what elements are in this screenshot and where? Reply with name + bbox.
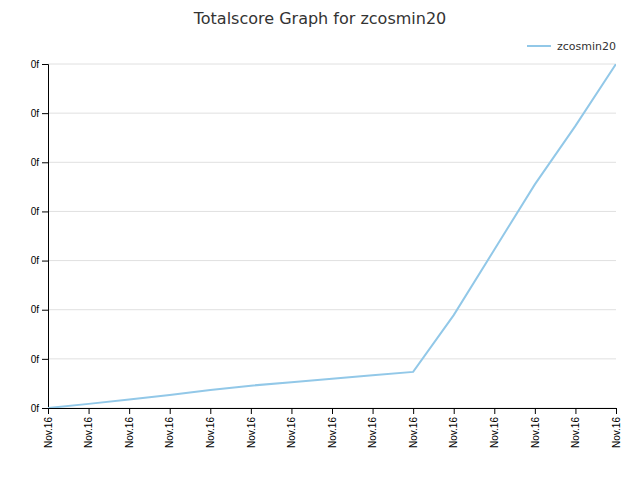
tick: Nov.16 xyxy=(164,408,175,448)
tick-label: Nov.16 xyxy=(489,417,500,448)
grid xyxy=(48,64,616,408)
tick-label: Nov.16 xyxy=(286,417,297,448)
tick-mark xyxy=(332,408,333,414)
tick: Nov.16 xyxy=(448,408,459,448)
tick-label: 0f xyxy=(31,206,40,217)
tick-label: Nov.16 xyxy=(570,417,581,448)
tick-mark xyxy=(251,408,252,414)
tick-mark xyxy=(454,408,455,414)
tick-mark xyxy=(42,408,48,409)
tick: 0f xyxy=(31,59,48,70)
axis-line xyxy=(42,65,49,409)
legend: zcosmin20 xyxy=(527,40,616,53)
marks xyxy=(48,64,616,408)
tick-mark xyxy=(170,408,171,414)
tick-mark xyxy=(616,408,617,414)
grid-line xyxy=(48,211,616,212)
tick-label: 0f xyxy=(31,255,40,266)
tick-label: 0f xyxy=(31,59,40,70)
tick-label: Nov.16 xyxy=(43,417,54,448)
tick: 0f xyxy=(31,255,48,266)
tick: Nov.16 xyxy=(408,408,419,448)
tick: 0f xyxy=(31,403,48,414)
tick: Nov.16 xyxy=(530,408,541,448)
tick: Nov.16 xyxy=(124,408,135,448)
tick: Nov.16 xyxy=(489,408,500,448)
tick: Nov.16 xyxy=(327,408,338,448)
tick-label: Nov.16 xyxy=(448,417,459,448)
tick: Nov.16 xyxy=(611,408,622,448)
grid-line xyxy=(48,64,616,65)
tick: Nov.16 xyxy=(286,408,297,448)
tick: Nov.16 xyxy=(570,408,581,448)
grid-line xyxy=(48,309,616,310)
tick-mark xyxy=(42,113,48,114)
tick: Nov.16 xyxy=(43,408,54,448)
legend-item: zcosmin20 xyxy=(527,40,616,53)
tick-mark xyxy=(42,64,48,65)
tick-label: 0f xyxy=(31,108,40,119)
tick-mark xyxy=(575,408,576,414)
y-axis: 0f 0f 0f 0f 0f 0f 0f 0f xyxy=(31,59,49,414)
tick-mark xyxy=(129,408,130,414)
tick-mark xyxy=(291,408,292,414)
tick: Nov.16 xyxy=(83,408,94,448)
tick-mark xyxy=(42,359,48,360)
tick: 0f xyxy=(31,206,48,217)
tick-mark xyxy=(42,261,48,262)
tick-label: Nov.16 xyxy=(205,417,216,448)
plot: Nov.16 Nov.16 Nov.16 Nov.16 Nov.16 Nov.16 Nov.… xyxy=(31,59,622,448)
tick-label: Nov.16 xyxy=(246,417,257,448)
tick: 0f xyxy=(31,157,48,168)
tick-mark xyxy=(42,162,48,163)
tick-label: Nov.16 xyxy=(408,417,419,448)
x-axis: Nov.16 Nov.16 Nov.16 Nov.16 Nov.16 Nov.16 Nov.… xyxy=(43,408,622,448)
grid-line xyxy=(48,358,616,359)
tick: Nov.16 xyxy=(246,408,257,448)
tick-label: 0f xyxy=(31,354,40,365)
axis-line xyxy=(49,409,617,415)
tick-label: Nov.16 xyxy=(611,417,622,448)
tick-label: 0f xyxy=(31,403,40,414)
grid-line xyxy=(48,162,616,163)
tick: 0f xyxy=(31,354,48,365)
tick-mark xyxy=(42,310,48,311)
chart: Nov.16 Nov.16 Nov.16 Nov.16 Nov.16 Nov.16 Nov.… xyxy=(0,0,640,480)
line xyxy=(48,64,616,408)
tick-mark xyxy=(210,408,211,414)
tick-mark xyxy=(373,408,374,414)
tick-label: 0f xyxy=(31,304,40,315)
tick-mark xyxy=(535,408,536,414)
tick-label: Nov.16 xyxy=(327,417,338,448)
tick: Nov.16 xyxy=(205,408,216,448)
tick-label: 0f xyxy=(31,157,40,168)
grid-line xyxy=(48,113,616,114)
tick: 0f xyxy=(31,108,48,119)
tick-label: Nov.16 xyxy=(164,417,175,448)
legend-swatch xyxy=(527,45,551,47)
title: Totalscore Graph for zcosmin20 xyxy=(193,9,447,28)
tick-label: Nov.16 xyxy=(83,417,94,448)
tick-mark xyxy=(413,408,414,414)
grid-line xyxy=(48,260,616,261)
legend-label: zcosmin20 xyxy=(557,40,616,53)
tick-mark xyxy=(494,408,495,414)
tick: 0f xyxy=(31,304,48,315)
tick-mark xyxy=(89,408,90,414)
tick-mark xyxy=(42,211,48,212)
tick-label: Nov.16 xyxy=(367,417,378,448)
tick-label: Nov.16 xyxy=(124,417,135,448)
tick: Nov.16 xyxy=(367,408,378,448)
tick-label: Nov.16 xyxy=(530,417,541,448)
